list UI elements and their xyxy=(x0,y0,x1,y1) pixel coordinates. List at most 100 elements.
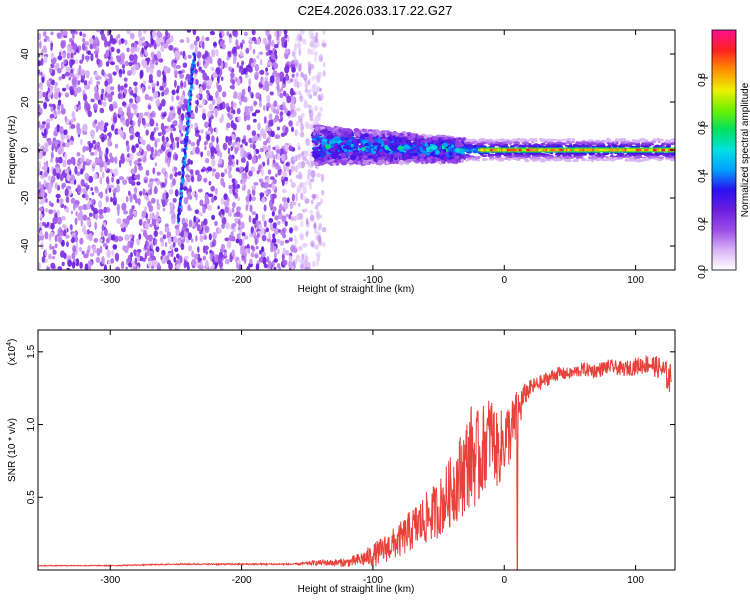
spectrogram-noise-cell xyxy=(211,168,217,173)
spectrogram-noise-cell xyxy=(155,99,161,107)
spectrogram-noise-cell xyxy=(226,122,231,129)
spectrogram-noise-cell xyxy=(295,120,300,127)
spectrogram-signal-cell xyxy=(373,153,378,159)
spectrogram-noise-cell xyxy=(38,142,41,148)
spectrogram-noise-cell xyxy=(303,208,308,213)
spectrogram-noise-cell xyxy=(208,117,212,124)
spectrogram-noise-cell xyxy=(300,220,304,228)
spectrogram-carrier-halo xyxy=(671,156,675,159)
spectrogram-noise-cell xyxy=(312,194,316,201)
spectrogram-noise-cell xyxy=(307,168,312,176)
spectrogram-noise-cell xyxy=(131,144,135,150)
spectrogram-noise-cell xyxy=(220,76,224,82)
spectrogram-noise-cell xyxy=(318,222,322,230)
spectrogram-noise-cell xyxy=(82,161,88,166)
spectrogram-noise-cell xyxy=(114,143,119,149)
spectrogram-noise-cell xyxy=(176,140,180,149)
spectrogram-noise-cell xyxy=(165,192,169,199)
spectrogram-noise-cell xyxy=(100,150,103,157)
spectrogram-noise-cell xyxy=(257,154,262,159)
spectrogram-noise-cell xyxy=(208,193,214,198)
spectrogram-signal-cell xyxy=(426,138,432,143)
spectrogram-signal-cell xyxy=(345,137,349,141)
spectrogram-noise-cell xyxy=(53,168,57,177)
spectrogram-noise-cell xyxy=(60,30,64,37)
spectrogram-noise-cell xyxy=(66,206,69,213)
spectrogram-noise-cell xyxy=(177,107,182,115)
spectrogram-noise-cell xyxy=(59,229,64,233)
spectrogram-signal-cell xyxy=(354,128,360,133)
spectrogram-noise-cell xyxy=(82,130,88,135)
spectrogram-signal-cell xyxy=(321,141,328,146)
spectrogram-noise-cell xyxy=(59,145,64,154)
spectrogram-noise-cell xyxy=(151,82,157,88)
spectrogram-noise-cell xyxy=(306,137,309,146)
spectrogram-noise-cell xyxy=(134,59,138,65)
spectrogram-signal-cell xyxy=(349,154,357,160)
spectrogram-noise-cell xyxy=(295,72,299,78)
spectrogram-noise-cell xyxy=(88,233,93,241)
spectrogram-signal-cell xyxy=(376,146,382,150)
spectrogram-noise-cell xyxy=(82,38,86,43)
spectrogram-noise-cell xyxy=(141,42,147,47)
spectrogram-noise-cell xyxy=(50,57,57,65)
spectrogram-noise-cell xyxy=(298,245,303,251)
spectrogram-noise-cell xyxy=(253,182,259,186)
spectrogram-noise-cell xyxy=(144,206,148,212)
spectrogram-noise-cell xyxy=(148,73,153,82)
spectrogram-noise-cell xyxy=(223,200,229,207)
spectrogram-noise-cell xyxy=(285,74,290,82)
spectrogram-noise-cell xyxy=(208,122,212,128)
spectrogram-noise-cell xyxy=(100,230,104,238)
spectrogram-noise-cell xyxy=(125,217,130,225)
spectrogram-noise-cell xyxy=(321,42,327,47)
spectrogram-noise-cell xyxy=(296,213,300,221)
spectrogram-noise-cell xyxy=(56,209,60,216)
spectrogram-noise-cell xyxy=(221,216,227,225)
spectrogram-noise-cell xyxy=(204,145,207,151)
spectrogram-noise-cell xyxy=(112,71,117,76)
spectrogram-noise-cell xyxy=(59,126,64,134)
spectrogram-noise-cell xyxy=(267,260,272,269)
spectrogram-carrier-halo xyxy=(544,159,550,162)
spectrogram-noise-cell xyxy=(189,195,193,200)
spectrogram-noise-cell xyxy=(251,112,256,117)
spectrogram-noise-cell xyxy=(153,260,158,266)
spectrogram-noise-cell xyxy=(143,30,147,34)
spectrogram-noise-cell xyxy=(98,208,104,215)
spectrogram-noise-cell xyxy=(190,175,195,183)
spectrogram-carrier-halo xyxy=(550,145,555,148)
spectrogram-noise-cell xyxy=(126,47,130,53)
spectrogram-noise-cell xyxy=(257,122,261,131)
spectrogram-noise-cell xyxy=(129,32,135,40)
spectrogram-carrier-halo xyxy=(476,159,480,162)
spectrogram-noise-cell xyxy=(242,177,247,183)
spectrogram-noise-cell xyxy=(284,65,290,74)
spectrogram-noise-cell xyxy=(289,211,293,216)
spectrogram-noise-cell xyxy=(120,156,125,164)
spectrogram-noise-cell xyxy=(299,130,305,138)
spectrogram-carrier-halo xyxy=(547,145,551,148)
spectrogram-noise-cell xyxy=(288,145,293,152)
spectrogram-noise-cell xyxy=(293,225,299,232)
spectrogram-noise-cell xyxy=(308,109,312,114)
spectrogram-noise-cell xyxy=(43,102,47,110)
spectrogram-noise-cell xyxy=(101,88,105,95)
spectrogram-noise-cell xyxy=(302,181,308,187)
spectrogram-noise-cell xyxy=(61,215,66,221)
spectrogram-noise-cell xyxy=(237,226,241,231)
spectrogram-noise-cell xyxy=(147,218,151,224)
spectrogram-noise-cell xyxy=(84,101,89,109)
spectrogram-noise-cell xyxy=(87,245,91,251)
spectrogram-noise-cell xyxy=(94,91,100,100)
spectrogram-noise-cell xyxy=(169,106,174,111)
spectrogram-noise-cell xyxy=(262,132,267,140)
spectrogram-noise-cell xyxy=(297,203,301,207)
spectrogram-carrier-halo xyxy=(574,158,579,162)
spectrogram-noise-cell xyxy=(39,40,42,50)
spectrogram-carrier-halo xyxy=(504,156,509,160)
spectrogram-noise-cell xyxy=(203,177,208,183)
spectrogram-signal-cell xyxy=(386,133,392,136)
spectrogram-noise-cell xyxy=(319,107,323,112)
spectrogram-noise-cell xyxy=(255,245,259,250)
